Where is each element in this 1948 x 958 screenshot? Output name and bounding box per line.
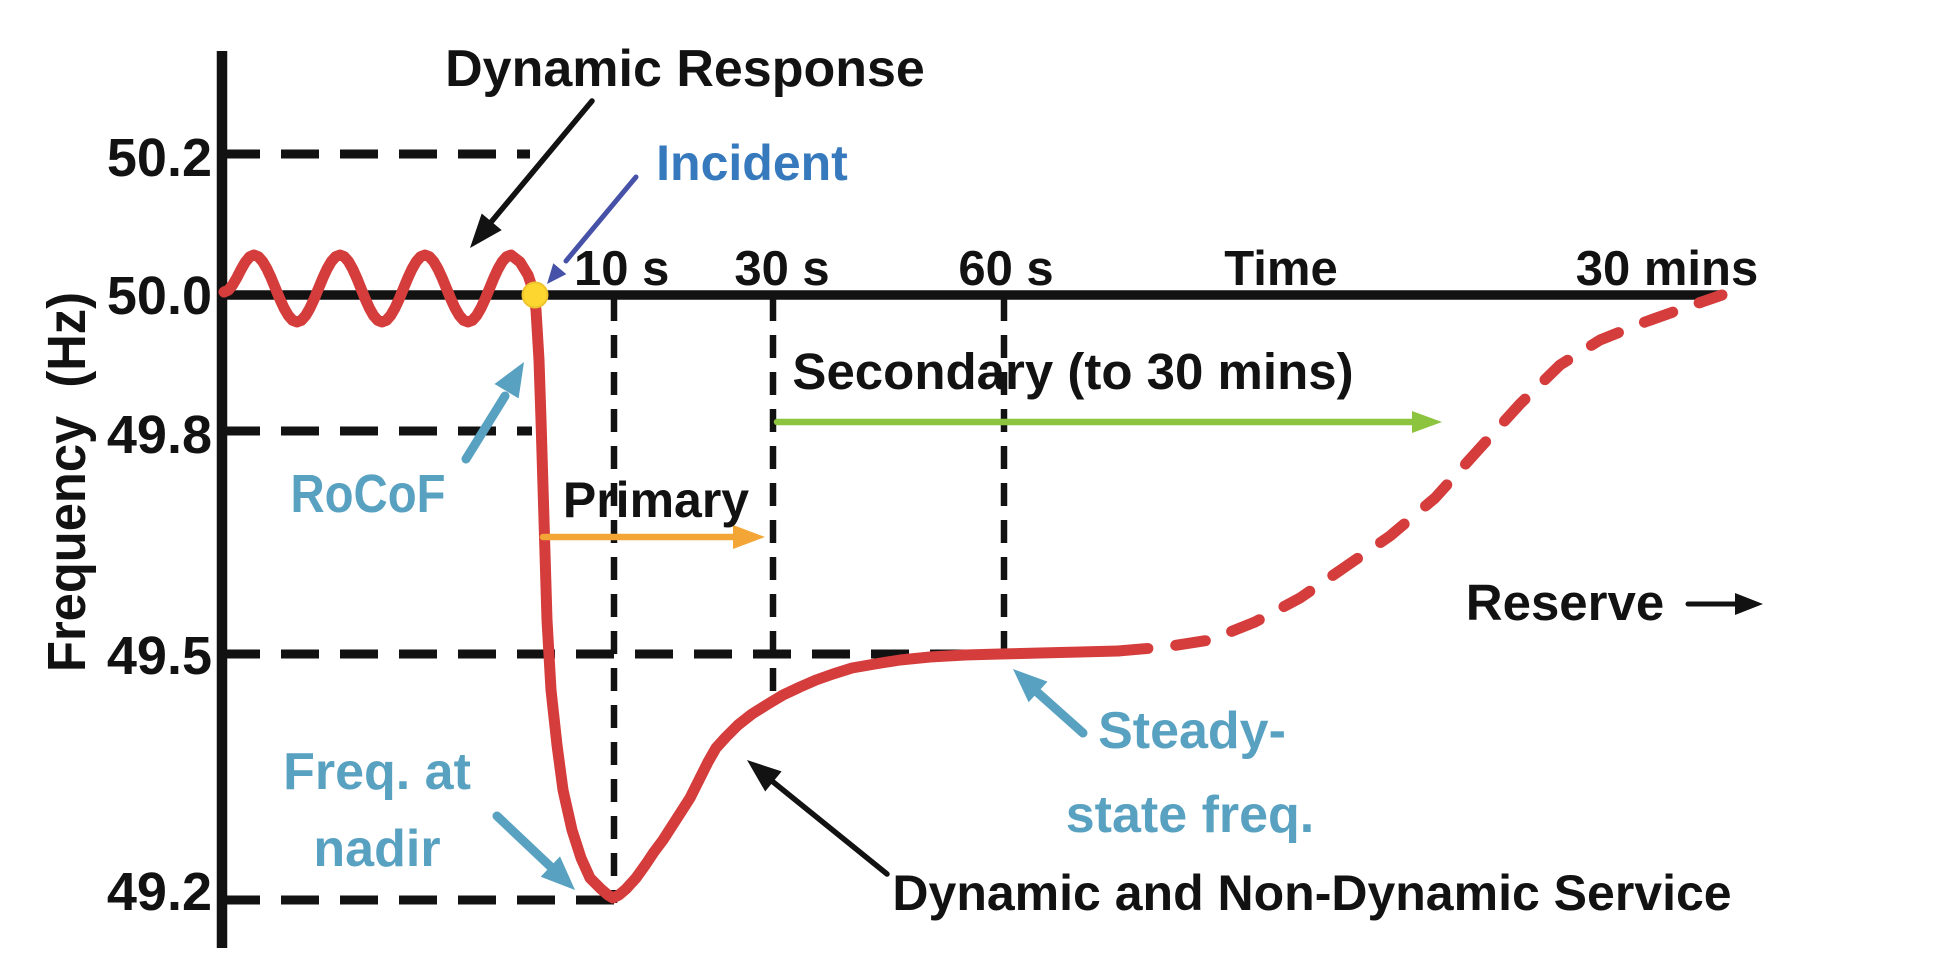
svg-text:state freq.: state freq. — [1066, 786, 1315, 844]
svg-text:49.2: 49.2 — [107, 862, 212, 922]
svg-text:Dynamic Response: Dynamic Response — [445, 40, 925, 98]
svg-text:Steady-: Steady- — [1098, 702, 1286, 760]
svg-text:60 s: 60 s — [958, 242, 1053, 296]
svg-text:49.5: 49.5 — [107, 626, 212, 686]
svg-text:Incident: Incident — [656, 135, 848, 191]
svg-text:50.2: 50.2 — [107, 128, 212, 188]
svg-text:Primary: Primary — [563, 472, 749, 528]
svg-text:RoCoF: RoCoF — [291, 464, 446, 524]
svg-text:Secondary (to 30 mins): Secondary (to 30 mins) — [792, 343, 1353, 400]
svg-text:Frequency (Hz): Frequency (Hz) — [37, 292, 97, 672]
svg-text:50.0: 50.0 — [107, 266, 212, 326]
svg-text:Dynamic and Non-Dynamic Servic: Dynamic and Non-Dynamic Service — [892, 865, 1731, 921]
svg-text:49.8: 49.8 — [107, 405, 212, 465]
svg-text:Freq. at: Freq. at — [283, 743, 471, 801]
svg-text:nadir: nadir — [313, 820, 440, 878]
svg-text:30 s: 30 s — [734, 242, 829, 296]
svg-text:Time: Time — [1224, 242, 1337, 296]
svg-text:30 mins: 30 mins — [1576, 242, 1758, 296]
svg-text:Reserve: Reserve — [1466, 574, 1665, 631]
svg-text:10 s: 10 s — [574, 242, 669, 296]
